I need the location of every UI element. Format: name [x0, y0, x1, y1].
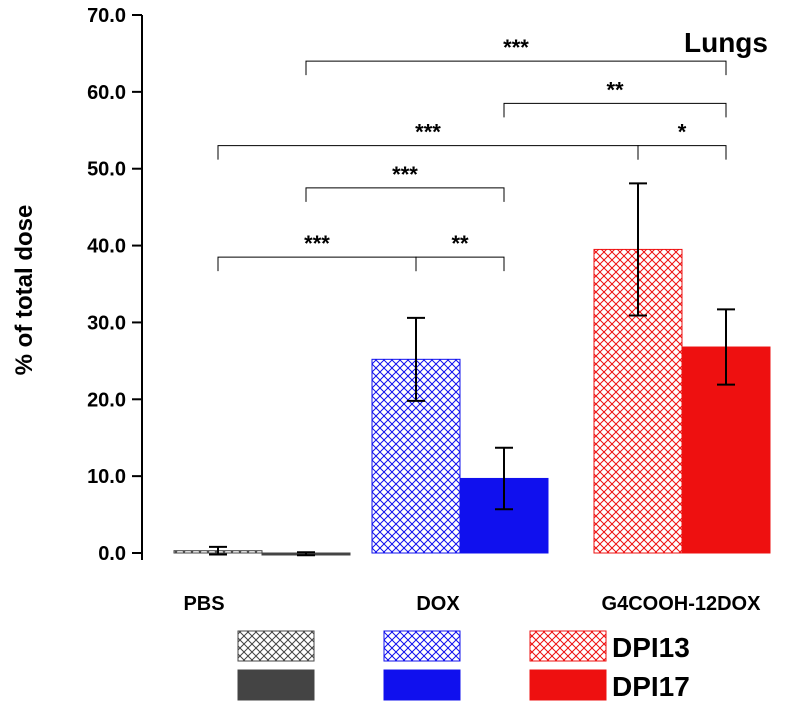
- significance-layer: *** ******** ******: [217, 35, 727, 272]
- significance-bracket: [217, 256, 417, 272]
- errorbar-layer: [209, 182, 735, 557]
- category-label: PBS: [183, 593, 224, 615]
- y-tick-label: 60.0: [87, 82, 126, 104]
- y-axis-label: % of total dose: [11, 205, 38, 376]
- legend-swatch-dpi17: [383, 669, 461, 701]
- legend: DPI13 DPI17: [237, 630, 690, 702]
- significance-bracket: [415, 256, 505, 272]
- y-tick-label: 40.0: [87, 236, 126, 258]
- legend-label-dpi17: DPI17: [612, 671, 690, 702]
- significance-bracket: [305, 187, 505, 202]
- significance-label: **: [606, 77, 624, 102]
- significance-bracket: [217, 145, 639, 160]
- y-axis-ticks: 0.0 10.0 20.0 30.0 40.0 50.0 60.0 70.0: [87, 5, 142, 565]
- y-tick-label: 50.0: [87, 159, 126, 181]
- category-label: DOX: [416, 593, 460, 615]
- legend-swatch-dpi17: [237, 669, 315, 701]
- category-labels: PBS DOX G4COOH-12DOX: [183, 593, 761, 615]
- y-tick-label: 30.0: [87, 312, 126, 334]
- significance-bracket: [503, 102, 727, 118]
- legend-label-dpi13: DPI13: [612, 632, 690, 663]
- significance-label: ***: [503, 35, 529, 60]
- legend-swatch-dpi13: [383, 630, 461, 662]
- significance-bracket: [637, 145, 727, 160]
- bar-dpi17-dox: [459, 477, 549, 554]
- legend-swatch-dpi13: [237, 630, 315, 662]
- significance-label: ***: [392, 162, 418, 187]
- significance-label: *: [678, 120, 687, 145]
- legend-swatch-dpi13: [529, 630, 607, 662]
- y-tick-label: 70.0: [87, 5, 126, 27]
- y-tick-label: 0.0: [98, 543, 126, 565]
- chart-title: Lungs: [684, 27, 768, 58]
- category-label: G4COOH-12DOX: [602, 593, 762, 615]
- bar-layer: [173, 248, 771, 556]
- significance-label: **: [451, 231, 469, 256]
- significance-label: ***: [415, 120, 441, 145]
- significance-label: ***: [304, 231, 330, 256]
- significance-bracket: [305, 60, 727, 76]
- y-tick-label: 10.0: [87, 466, 126, 488]
- y-tick-label: 20.0: [87, 389, 126, 411]
- legend-swatch-dpi17: [529, 669, 607, 701]
